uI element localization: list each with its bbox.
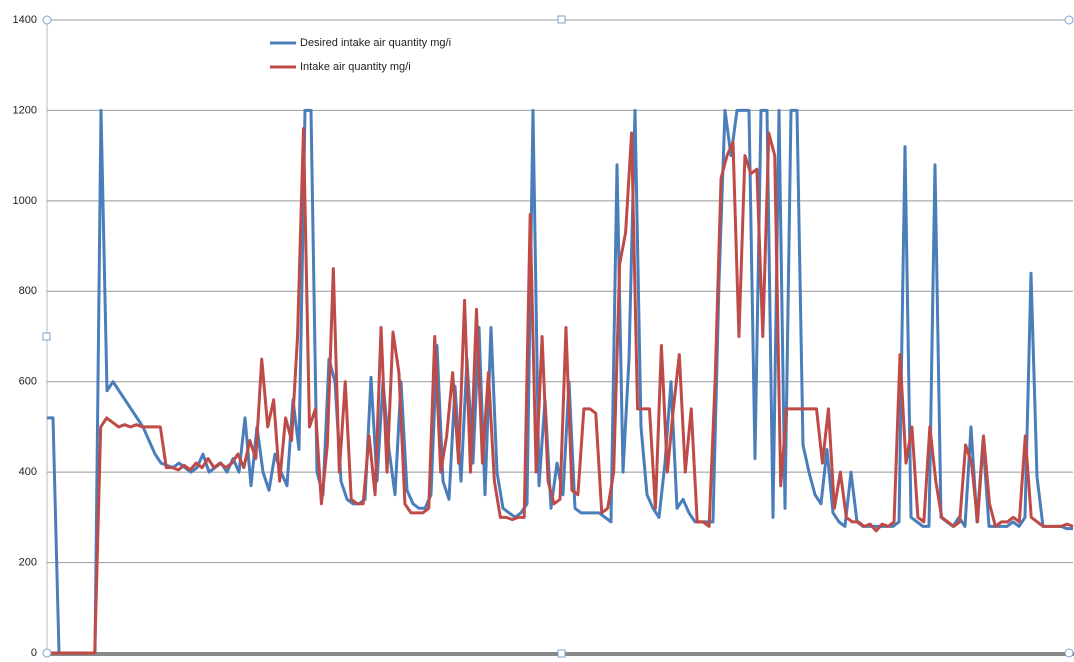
y-tick-label: 800 xyxy=(19,285,37,297)
selection-handle[interactable] xyxy=(557,15,566,24)
selection-handle[interactable] xyxy=(1064,648,1074,658)
y-tick-label: 1400 xyxy=(13,14,37,26)
y-tick-label: 1000 xyxy=(13,195,37,207)
selection-handle[interactable] xyxy=(42,332,51,341)
y-tick-label: 400 xyxy=(19,466,37,478)
selection-handle[interactable] xyxy=(42,15,52,25)
y-tick-label: 200 xyxy=(19,556,37,568)
selection-handle[interactable] xyxy=(557,649,566,658)
selection-handle[interactable] xyxy=(1064,15,1074,25)
legend-label: Intake air quantity mg/i xyxy=(300,61,411,73)
y-tick-label: 1200 xyxy=(13,104,37,116)
y-tick-label: 600 xyxy=(19,376,37,388)
legend-label: Desired intake air quantity mg/i xyxy=(300,37,451,49)
y-tick-label: 0 xyxy=(31,647,37,659)
data-line xyxy=(47,127,1074,655)
selection-handle[interactable] xyxy=(42,648,52,658)
